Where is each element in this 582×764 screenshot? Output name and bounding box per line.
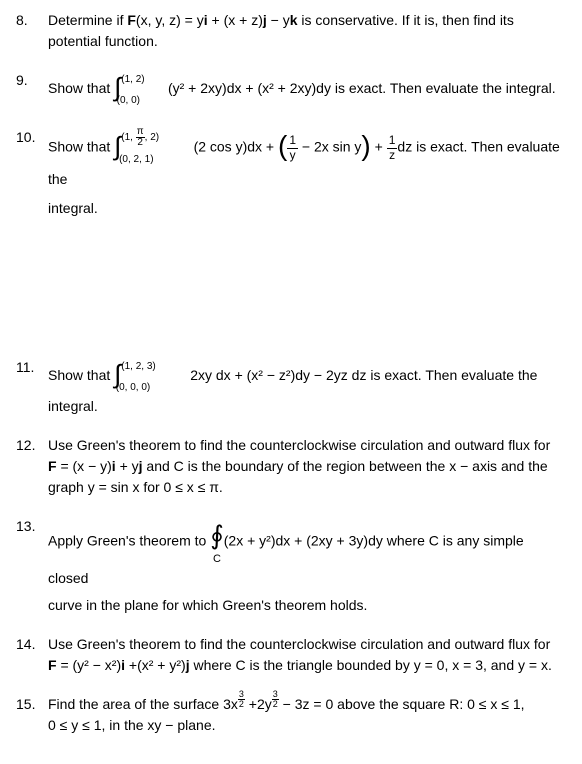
problem-number: 13. [16, 516, 48, 616]
problem-11: 11. Show that ∫(1, 2, 3)(0, 0, 0)2xy dx … [16, 357, 566, 417]
lower-limit: (0, 0) [117, 95, 140, 106]
exp-3-2: 32 [272, 690, 279, 709]
t: Use Green's theorem to find the counterc… [48, 634, 566, 655]
paren-left-icon: ( [278, 125, 287, 167]
problem-number: 10. [16, 127, 48, 219]
problem-text: Show that ∫(1, 2, 3)(0, 0, 0)2xy dx + (x… [48, 357, 566, 417]
problem-number: 9. [16, 70, 48, 109]
unit-k: k [290, 12, 298, 28]
problem-number: 15. [16, 694, 48, 736]
t: integral. [48, 198, 566, 219]
t: Use Green's theorem to find the counterc… [48, 435, 566, 456]
vec-F: F [127, 12, 136, 28]
problem-text: Find the area of the surface 3x32 +2y32 … [48, 694, 566, 736]
lower-limit: (0, 2, 1) [119, 154, 153, 165]
t: − 3z = 0 above the square R: 0 ≤ x ≤ 1, [279, 696, 525, 712]
spacer [16, 237, 566, 357]
t: graph y = sin x for 0 ≤ x ≤ π. [48, 477, 566, 498]
problem-number: 12. [16, 435, 48, 498]
t: = (x − y) [57, 458, 112, 474]
integrand: (y² + 2xy)dx + (x² + 2xy)dy is exact. Th… [168, 80, 556, 96]
upper-limit: (1, π2, 2) [121, 132, 159, 143]
t: Show that [48, 367, 114, 383]
t: Find the area of the surface 3x [48, 696, 238, 712]
t: (x, y, z) = y [136, 12, 204, 28]
line: Find the area of the surface 3x32 +2y32 … [48, 694, 566, 715]
vec-F: F [48, 657, 57, 673]
t: + y [116, 458, 139, 474]
problem-8: 8. Determine if F(x, y, z) = yi + (x + z… [16, 10, 566, 52]
problem-14: 14. Use Green's theorem to find the coun… [16, 634, 566, 676]
t: − 2x sin y [298, 139, 361, 155]
pi-over-2: π2 [136, 127, 145, 148]
frac-1-over-y: 1y [287, 134, 298, 161]
problem-number: 14. [16, 634, 48, 676]
t: where C is the triangle bounded by y = 0… [190, 657, 552, 673]
paren-right-icon: ) [361, 125, 370, 167]
line: F = (x − y)i + yj and C is the boundary … [48, 456, 566, 477]
problem-text: Use Green's theorem to find the counterc… [48, 634, 566, 676]
problem-10: 10. Show that ∫(1, π2, 2)(0, 2, 1)(2 cos… [16, 127, 566, 219]
problem-text: Show that ∫(1, π2, 2)(0, 2, 1)(2 cos y)d… [48, 127, 566, 219]
problem-13: 13. Apply Green's theorem to ∮C(2x + y²)… [16, 516, 566, 616]
t: and C is the boundary of the region betw… [143, 458, 548, 474]
vec-F: F [48, 458, 57, 474]
t: +2y [245, 696, 272, 712]
problem-text: Determine if F(x, y, z) = yi + (x + z)j … [48, 10, 566, 52]
t: (2 cos y)dx + [194, 139, 278, 155]
t: curve in the plane for which Green's the… [48, 595, 566, 616]
problem-9: 9. Show that ∫(1, 2)(0, 0)(y² + 2xy)dx +… [16, 70, 566, 109]
t: Show that [48, 139, 114, 155]
closed-integral-icon: ∮ [210, 516, 224, 555]
t: Show that [48, 80, 114, 96]
problem-text: Apply Green's theorem to ∮C(2x + y²)dx +… [48, 516, 566, 616]
problem-15: 15. Find the area of the surface 3x32 +2… [16, 694, 566, 736]
upper-limit: (1, 2, 3) [121, 361, 155, 372]
problem-text: Show that ∫(1, 2)(0, 0)(y² + 2xy)dx + (x… [48, 70, 566, 109]
t: = (y² − x²) [57, 657, 122, 673]
problem-12: 12. Use Green's theorem to find the coun… [16, 435, 566, 498]
t: 0 ≤ y ≤ 1, in the xy − plane. [48, 715, 566, 736]
problem-number: 11. [16, 357, 48, 417]
problem-number: 8. [16, 10, 48, 52]
lower-limit: (0, 0, 0) [116, 382, 150, 393]
t: + [371, 139, 387, 155]
problem-text: Use Green's theorem to find the counterc… [48, 435, 566, 498]
t: + (x + z) [208, 12, 263, 28]
t: − y [267, 12, 290, 28]
t: Apply Green's theorem to [48, 532, 210, 548]
t: +(x² + y²) [125, 657, 186, 673]
t: Determine if [48, 12, 127, 28]
exp-3-2: 32 [238, 690, 245, 709]
frac-1-over-z: 1z [387, 134, 398, 161]
upper-limit: (1, 2) [121, 74, 144, 85]
